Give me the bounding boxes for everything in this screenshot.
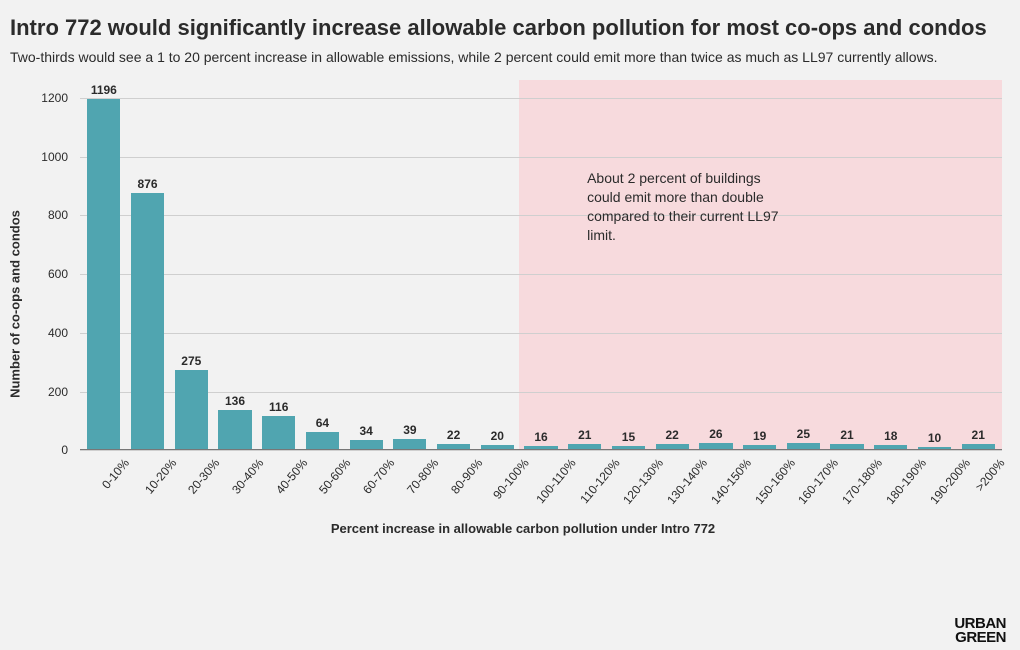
x-tick-slot: 0-10% [82,450,126,520]
bar-slot: 1196 [82,80,126,450]
annotation-text: About 2 percent of buildings could emit … [587,169,797,245]
bar-slot: 21 [825,80,869,450]
bar-value-label: 39 [403,423,416,439]
x-tick-slot: 170-180% [825,450,869,520]
bar-value-label: 1196 [91,83,117,99]
bar-slot: 34 [344,80,388,450]
x-tick-slot: 70-80% [388,450,432,520]
plot: 020040060080010001200 119687627513611664… [80,80,1002,450]
x-tick-slot: 40-50% [257,450,301,520]
bar-value-label: 19 [753,429,766,445]
y-tick-label: 1000 [41,150,68,164]
bar-value-label: 25 [797,427,810,443]
bar-slot: 18 [869,80,913,450]
x-tick-slot: 100-110% [519,450,563,520]
x-tick-slot: 90-100% [475,450,519,520]
x-tick-slot: >200% [956,450,1000,520]
x-tick-slot: 10-20% [126,450,170,520]
bar-slot: 116 [257,80,301,450]
bar-value-label: 15 [622,430,635,446]
bar-value-label: 21 [840,428,853,444]
y-tick-label: 200 [48,385,68,399]
bar: 876 [131,193,164,450]
x-ticks: 0-10%10-20%20-30%30-40%40-50%50-60%60-70… [80,450,1002,520]
x-tick-slot: 180-190% [869,450,913,520]
bar: 64 [306,432,339,451]
bar-slot: 22 [432,80,476,450]
x-axis-title: Percent increase in allowable carbon pol… [40,521,1006,536]
bar-value-label: 876 [138,177,158,193]
bar-value-label: 64 [316,416,329,432]
logo-line-2: green [954,631,1006,645]
bar-value-label: 16 [534,430,547,446]
bar-slot: 25 [782,80,826,450]
plot-outer: 020040060080010001200 119687627513611664… [80,80,1002,450]
bar-value-label: 26 [709,427,722,443]
bar-slot: 21 [956,80,1000,450]
bar-slot: 136 [213,80,257,450]
bar: 116 [262,416,295,450]
bar-slot: 39 [388,80,432,450]
bar-value-label: 20 [491,429,504,445]
bar-value-label: 22 [666,428,679,444]
x-tick-slot: 140-150% [694,450,738,520]
x-tick-slot: 80-90% [432,450,476,520]
bar-value-label: 136 [225,394,245,410]
x-tick-slot: 120-130% [607,450,651,520]
bar-slot: 64 [301,80,345,450]
x-tick-slot: 150-160% [738,450,782,520]
bar-slot: 20 [475,80,519,450]
y-tick-label: 0 [61,443,68,457]
chart-area: Number of co-ops and condos 020040060080… [40,80,1006,540]
bar: 1196 [87,99,120,450]
x-tick-slot: 110-120% [563,450,607,520]
bar-slot: 22 [650,80,694,450]
bars-container: 1196 876 275 136 116 64 34 39 22 20 16 21 15 22 26 19 25… [80,80,1002,450]
x-tick-slot: 160-170% [782,450,826,520]
bar-value-label: 21 [972,428,985,444]
bar-slot: 16 [519,80,563,450]
bar-value-label: 275 [181,354,201,370]
y-tick-label: 400 [48,326,68,340]
bar-slot: 10 [913,80,957,450]
y-tick-label: 800 [48,208,68,222]
x-tick-slot: 30-40% [213,450,257,520]
bar-slot: 876 [126,80,170,450]
bar-value-label: 116 [269,400,288,416]
x-tick-slot: 20-30% [169,450,213,520]
bar-value-label: 10 [928,431,941,447]
bar-value-label: 18 [884,429,897,445]
x-tick-label: >200% [973,456,1008,494]
bar-slot: 21 [563,80,607,450]
bar-slot: 26 [694,80,738,450]
y-axis-title: Number of co-ops and condos [8,210,23,398]
x-tick-slot: 60-70% [344,450,388,520]
chart-title: Intro 772 would significantly increase a… [10,14,1010,42]
x-tick-slot: 130-140% [650,450,694,520]
x-tick-slot: 190-200% [913,450,957,520]
logo: urban green [954,617,1006,644]
bar: 275 [175,370,208,451]
bar-slot: 275 [169,80,213,450]
bar-slot: 15 [607,80,651,450]
bar-value-label: 21 [578,428,591,444]
bar: 136 [218,410,251,450]
y-tick-label: 1200 [41,91,68,105]
x-tick-slot: 50-60% [301,450,345,520]
chart-subtitle: Two-thirds would see a 1 to 20 percent i… [10,48,1010,67]
y-tick-label: 600 [48,267,68,281]
bar-slot: 19 [738,80,782,450]
bar-value-label: 34 [359,424,372,440]
bar-value-label: 22 [447,428,460,444]
